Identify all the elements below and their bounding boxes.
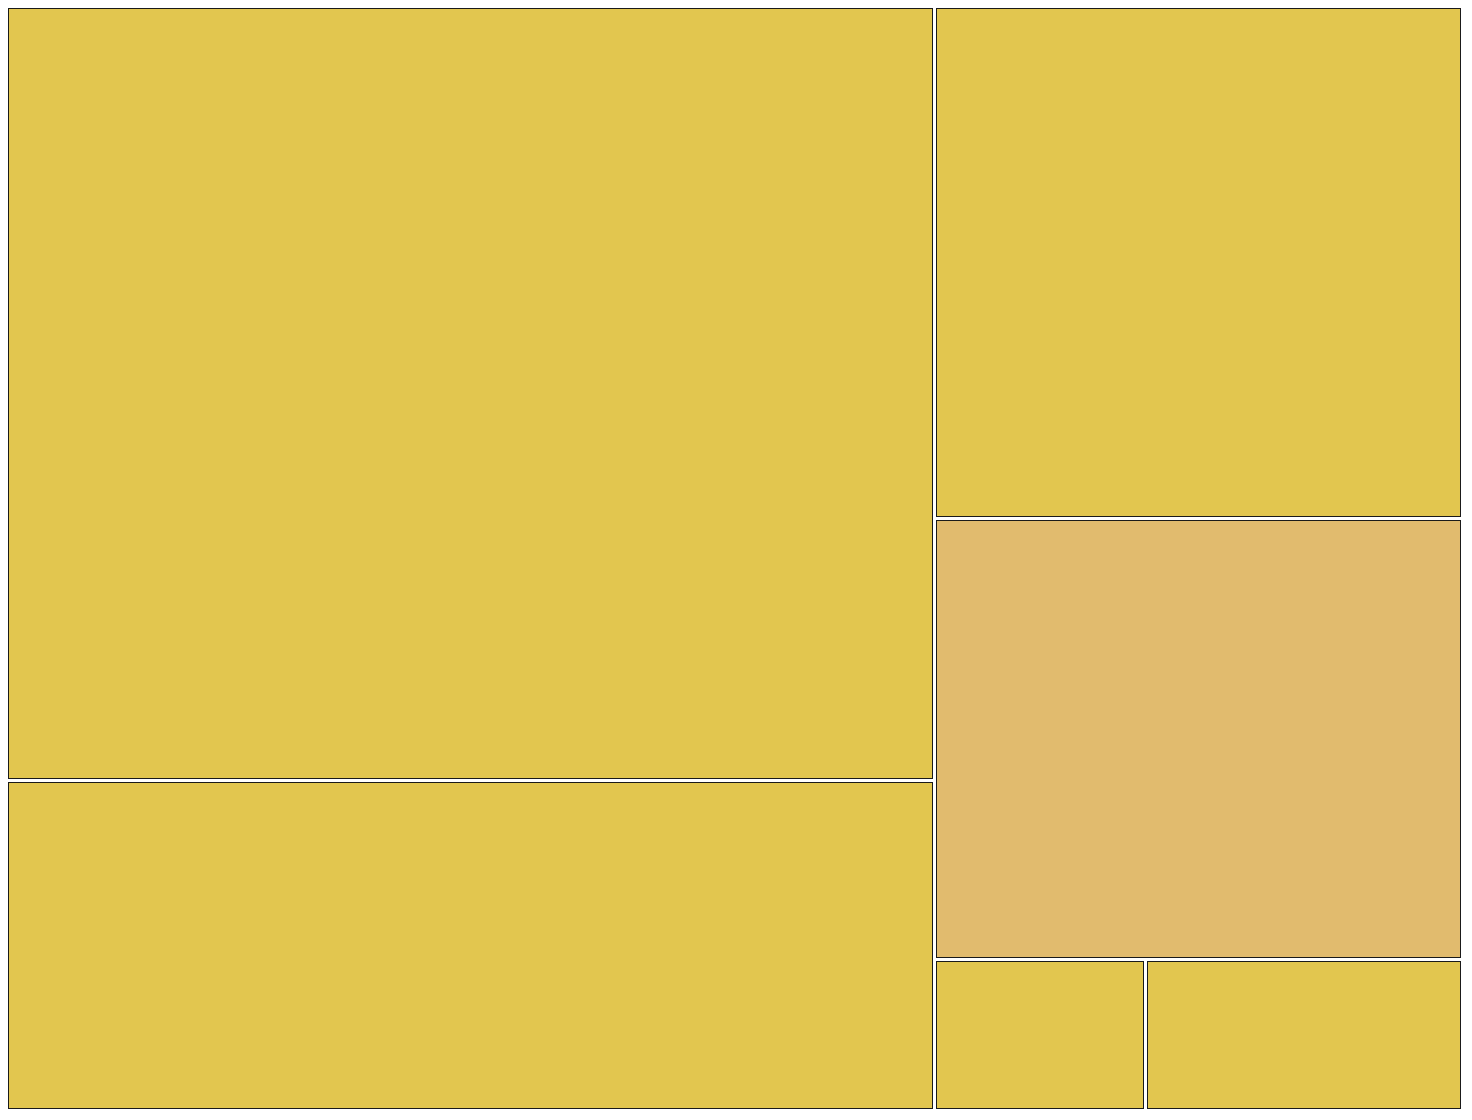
treemap-tile bbox=[8, 8, 933, 779]
treemap-tile bbox=[935, 960, 1144, 1109]
treemap-tile bbox=[935, 8, 1461, 517]
treemap-tile bbox=[935, 519, 1461, 958]
treemap-tile bbox=[1146, 960, 1461, 1109]
treemap-tile bbox=[8, 781, 933, 1109]
